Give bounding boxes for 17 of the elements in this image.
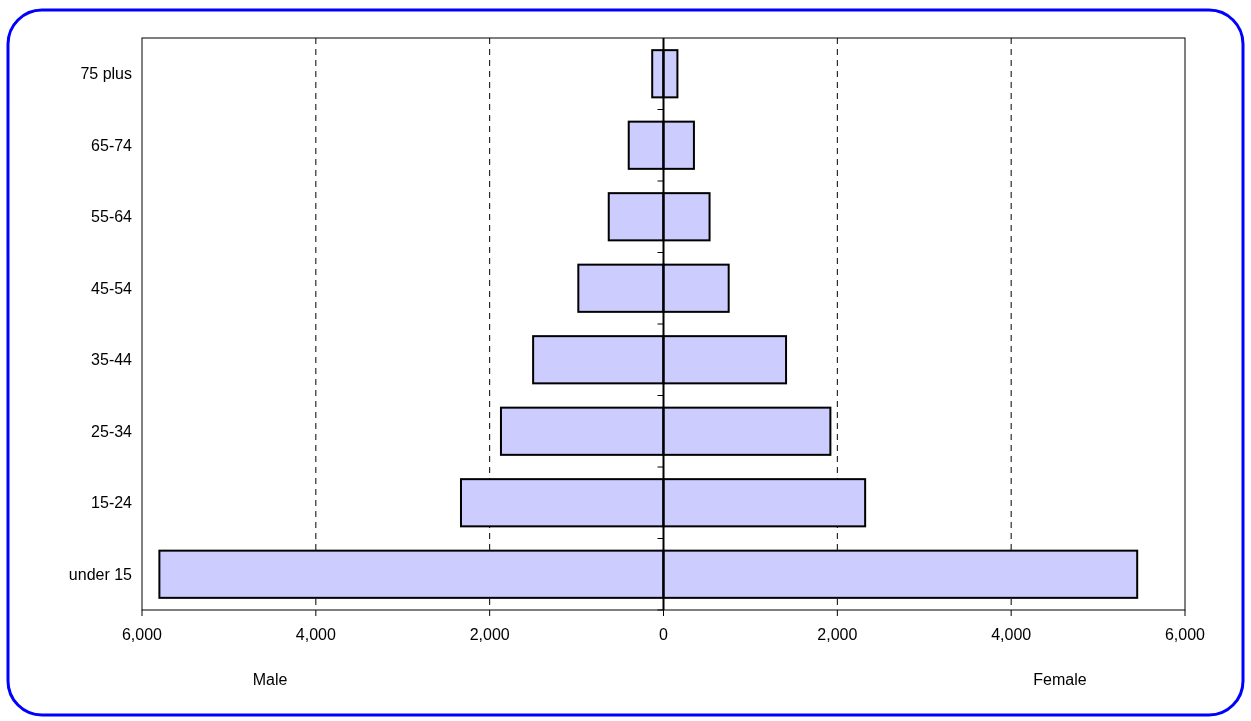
y-tick-label: 75 plus (80, 65, 132, 83)
y-tick-label: 55-64 (91, 208, 133, 226)
x-tick-label: 0 (659, 626, 669, 643)
x-tick-label: 6,000 (1164, 626, 1206, 643)
x-tick-label: 2,000 (817, 626, 858, 643)
x-tick-label: 4,000 (991, 626, 1032, 643)
y-tick-label: 65-74 (91, 136, 133, 154)
y-tick-label: 15-24 (91, 494, 133, 512)
text: Female (1033, 671, 1087, 688)
x-tick-label: 4,000 (295, 626, 336, 643)
x-tick-label: 2,000 (469, 626, 510, 643)
text: Male (252, 671, 288, 688)
x-tick-label: 6,000 (121, 626, 163, 643)
y-tick-label: 45-54 (91, 279, 133, 297)
y-tick-label: under 15 (68, 565, 133, 583)
y-tick-label: 25-34 (91, 422, 133, 440)
y-tick-label: 35-44 (91, 351, 133, 369)
